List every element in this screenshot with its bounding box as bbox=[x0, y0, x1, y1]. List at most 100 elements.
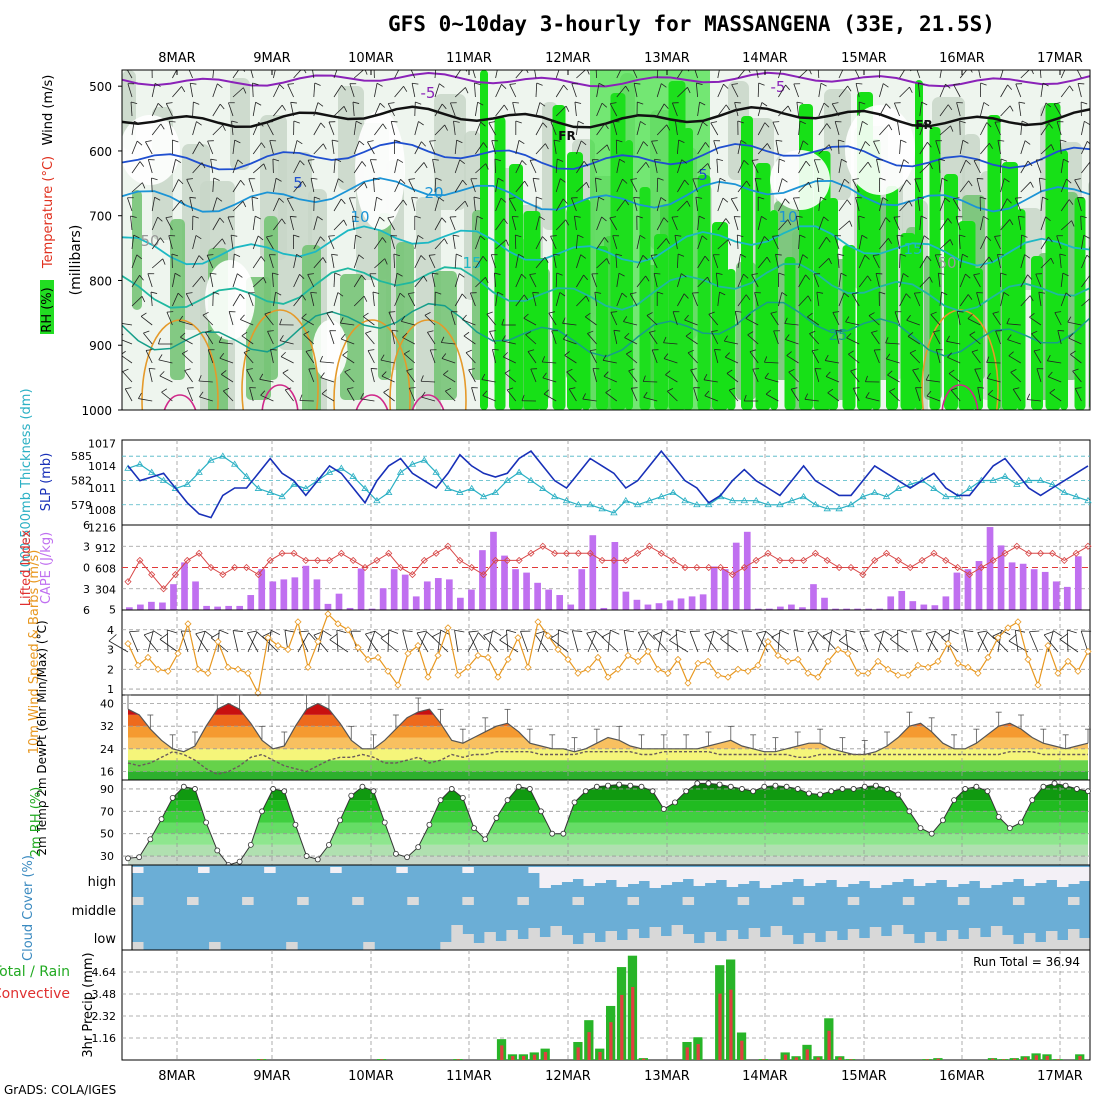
cloud-high-56 bbox=[748, 867, 761, 881]
wind-speed-point-96 bbox=[1084, 647, 1092, 656]
upper-wind-barb-3-27 bbox=[675, 121, 678, 136]
wind10m-barb-78-flag bbox=[889, 633, 899, 640]
rh-point-26 bbox=[415, 844, 422, 851]
wind10m-barb-3 bbox=[143, 634, 159, 653]
upper-wind-barb-11-4 bbox=[209, 273, 214, 288]
upper-wind-barb-7-32-flag bbox=[784, 198, 790, 204]
upper-wind-barb-2-41 bbox=[956, 102, 961, 117]
upper-wind-barb-0-25 bbox=[632, 70, 638, 79]
cape-bar-8 bbox=[214, 606, 221, 610]
upper-wind-barb-14-30 bbox=[724, 340, 739, 345]
upper-wind-barb-11-41-flag bbox=[965, 273, 971, 279]
thickness-point-39 bbox=[586, 500, 594, 508]
upper-wind-barb-2-35 bbox=[831, 103, 840, 117]
upper-wind-barb-13-26-flag bbox=[646, 312, 653, 316]
upper-wind-barb-17-40-flag bbox=[926, 390, 932, 397]
upper-wind-barb-9-15-flag bbox=[444, 238, 448, 245]
upper-wind-barb-7-39 bbox=[917, 197, 921, 212]
upper-wind-barb-7-41-flag bbox=[953, 197, 960, 200]
upper-wind-barb-12-11 bbox=[353, 295, 365, 307]
temp-band-0 bbox=[128, 771, 1088, 780]
upper-wind-barb-0-36 bbox=[854, 70, 860, 79]
thickness-point-27 bbox=[444, 484, 452, 491]
wind10m-barb-28 bbox=[402, 630, 409, 653]
temp-band-2 bbox=[128, 748, 1088, 761]
isotherm-1 bbox=[122, 105, 1090, 129]
upper-wind-barb-10-27-flag bbox=[677, 253, 685, 257]
upper-wind-barb-15-28 bbox=[687, 352, 698, 364]
upper-wind-barb-13-43-flag bbox=[992, 311, 999, 314]
upper-wind-barb-14-25 bbox=[624, 337, 638, 345]
cape-bar-78 bbox=[986, 527, 994, 610]
upper-wind-barb-9-26 bbox=[656, 238, 667, 250]
precip-conv-bar-66 bbox=[849, 1059, 853, 1060]
upper-wind-barb-1-23 bbox=[596, 83, 600, 98]
li-point-66 bbox=[906, 563, 914, 572]
upper-wind-barb-7-46 bbox=[1060, 199, 1070, 212]
wind10m-barb-77-flag bbox=[897, 629, 908, 634]
thickness-point-60 bbox=[835, 505, 843, 512]
rh-point-58 bbox=[772, 782, 779, 789]
upper-wind-barb-9-4-flag bbox=[221, 238, 226, 245]
wind10m-barb-96 bbox=[1080, 630, 1089, 653]
upper-wind-barb-12-8-flag bbox=[301, 294, 306, 301]
upper-wind-barb-3-27-flag bbox=[675, 120, 682, 123]
rh-moist-29 bbox=[1094, 221, 1100, 450]
cloud-high-6 bbox=[198, 867, 210, 873]
upper-wind-barb-9-9 bbox=[313, 236, 321, 250]
upper-wind-barb-7-34-flag bbox=[820, 196, 827, 201]
wind10m-barb-40 bbox=[520, 631, 529, 653]
upper-wind-barb-2-28 bbox=[697, 102, 700, 117]
upper-wind-barb-2-33-flag bbox=[796, 101, 804, 104]
rh-point-69 bbox=[895, 791, 902, 798]
upper-wind-barb-1-39-flag bbox=[918, 82, 925, 85]
cloud-mid-40 bbox=[572, 897, 584, 905]
wind10m-barb-89 bbox=[1014, 630, 1019, 653]
upper-wind-barb-13-23 bbox=[585, 316, 597, 326]
wind10m-barb-95-flag bbox=[1059, 633, 1069, 640]
upper-wind-barb-7-41 bbox=[952, 198, 961, 212]
upper-wind-barb-5-10 bbox=[333, 159, 336, 174]
upper-wind-barb-6-15 bbox=[434, 177, 437, 193]
upper-wind-barb-7-19 bbox=[508, 198, 517, 212]
li-point-20 bbox=[361, 563, 369, 572]
upper-wind-barb-10-17 bbox=[475, 256, 484, 269]
upper-wind-barb-13-25-flag bbox=[623, 316, 628, 322]
cloud-mid-35 bbox=[517, 897, 529, 905]
upper-wind-barb-10-12-flag bbox=[384, 258, 388, 265]
upper-wind-barb-16-0 bbox=[122, 371, 133, 383]
upper-wind-barb-12-12-flag bbox=[372, 291, 380, 294]
upper-wind-barb-5-24-flag bbox=[619, 158, 626, 163]
upper-wind-barb-12-8 bbox=[293, 294, 303, 307]
upper-wind-barb-4-11-flag bbox=[358, 140, 365, 146]
cape-bar-61 bbox=[799, 607, 806, 610]
upper-wind-barb-12-1-flag bbox=[150, 291, 158, 294]
upper-wind-barb-16-19 bbox=[504, 372, 517, 383]
upper-wind-barb-2-21-flag bbox=[565, 105, 570, 112]
upper-wind-barb-16-32-flag bbox=[764, 372, 769, 379]
upper-wind-barb-7-13-flag bbox=[402, 199, 407, 206]
upper-wind-barb-9-43-flag bbox=[994, 235, 1001, 237]
wind-speed-point-48 bbox=[604, 673, 612, 681]
wind-speed-point-42 bbox=[544, 632, 552, 640]
upper-wind-barb-0-23 bbox=[595, 70, 597, 79]
rh-point-7 bbox=[203, 819, 210, 826]
upper-wind-barb-7-43-flag bbox=[1006, 198, 1012, 204]
temp-tick-40: 40 bbox=[100, 698, 114, 711]
upper-wind-barb-17-23-flag bbox=[582, 393, 586, 400]
upper-wind-barb-1-27 bbox=[677, 86, 688, 98]
upper-wind-barb-1-44 bbox=[1015, 83, 1022, 98]
upper-wind-barb-16-24 bbox=[603, 375, 617, 383]
cloud-low-76 bbox=[968, 928, 981, 950]
rh-moist-7 bbox=[378, 213, 391, 380]
upper-wind-barb-7-23 bbox=[596, 197, 599, 212]
upper-wind-barb-15-16-flag bbox=[441, 353, 447, 359]
thickness-point-5 bbox=[183, 480, 191, 487]
li-point-34 bbox=[527, 549, 535, 557]
upper-wind-barb-14-15 bbox=[427, 332, 436, 345]
upper-wind-barb-11-8 bbox=[293, 274, 300, 288]
upper-wind-barb-14-37-flag bbox=[871, 330, 878, 333]
upper-wind-barb-1-4 bbox=[212, 83, 218, 98]
thickness-point-43 bbox=[633, 500, 642, 508]
upper-wind-barb-5-21-flag bbox=[557, 158, 564, 162]
